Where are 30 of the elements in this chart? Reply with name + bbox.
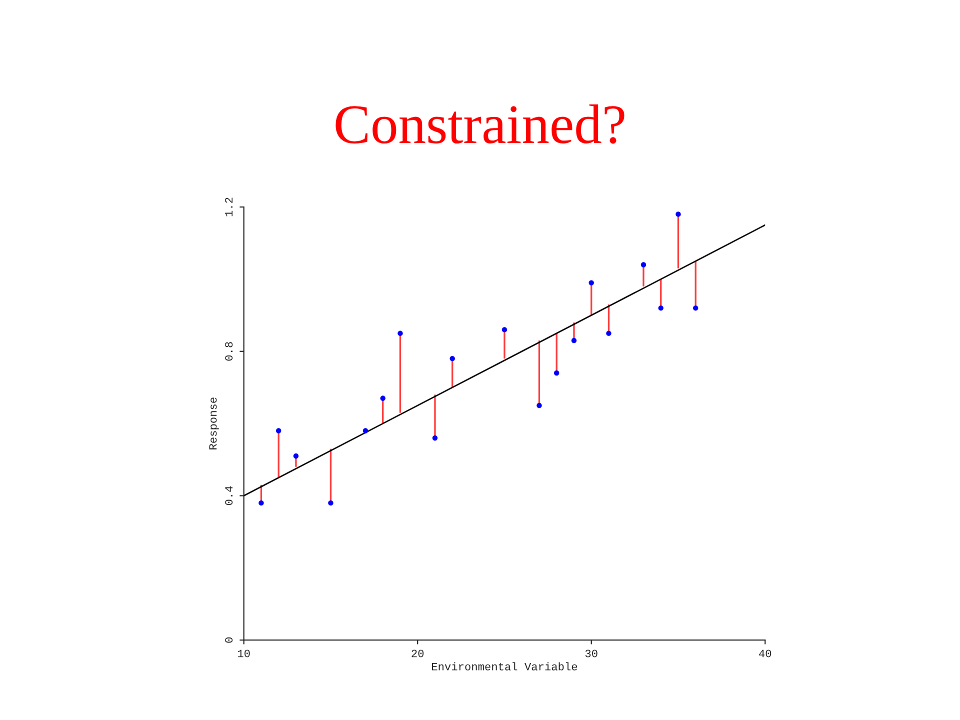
point — [658, 305, 664, 311]
point — [676, 212, 681, 217]
y-axis-title: Response — [209, 398, 219, 450]
point — [571, 338, 577, 344]
x-tick-label: 40 — [759, 650, 772, 658]
point — [606, 330, 612, 336]
point — [640, 262, 646, 268]
point — [328, 500, 334, 506]
point — [293, 453, 299, 459]
point — [450, 356, 455, 362]
point — [536, 402, 542, 408]
x-tick-label: 10 — [238, 650, 250, 658]
point — [276, 428, 282, 434]
point — [554, 370, 560, 376]
point — [258, 500, 264, 506]
point — [588, 280, 594, 286]
x-axis-title: Environmental Variable — [432, 662, 578, 670]
y-tick-label: 1.2 — [225, 198, 233, 216]
point — [502, 327, 508, 332]
point — [693, 305, 698, 311]
point — [398, 330, 403, 336]
chart-title: Constrained? — [336, 104, 624, 144]
y-tick-label: 0.4 — [225, 486, 233, 506]
x-tick-label: 30 — [585, 650, 598, 658]
y-tick-label: 0 — [225, 637, 233, 643]
y-tick-label: 0.8 — [225, 342, 233, 361]
x-tick-label: 20 — [412, 650, 424, 658]
point — [380, 396, 386, 401]
point — [432, 435, 438, 441]
point — [362, 428, 368, 434]
